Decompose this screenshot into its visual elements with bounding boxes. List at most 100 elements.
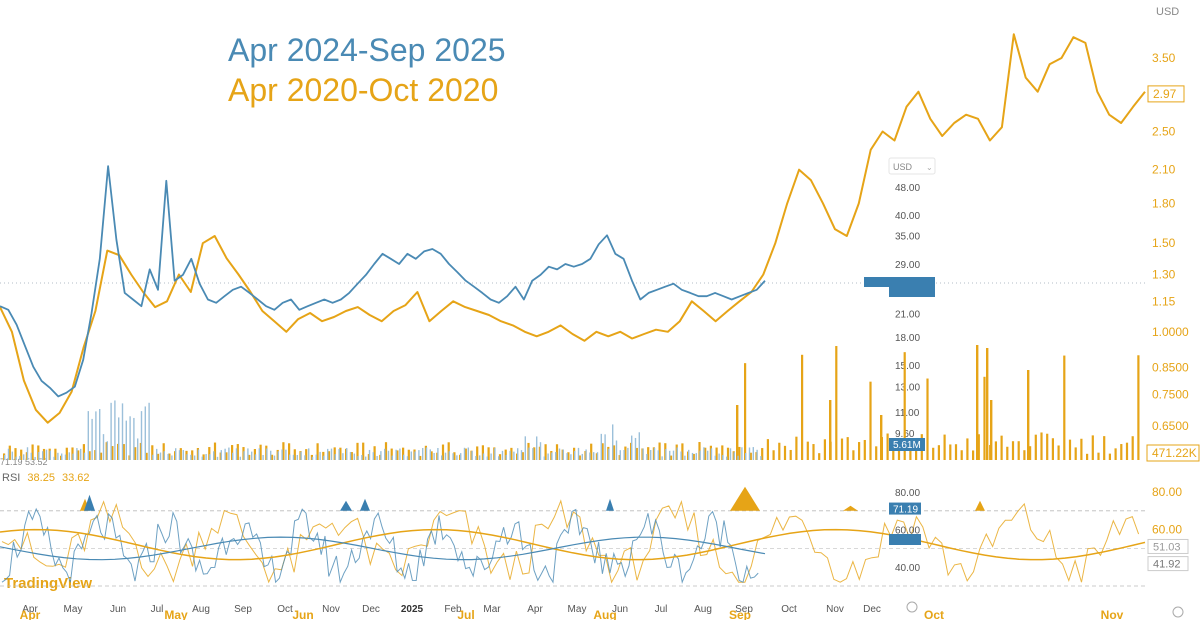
volume-bar-blue — [205, 453, 207, 460]
last-price-label: 2.97 — [1153, 87, 1177, 101]
volume-bar-orange — [533, 447, 536, 460]
volume-bar-blue — [509, 450, 511, 460]
volume-bar-blue — [490, 453, 492, 460]
volume-bar-orange — [134, 447, 137, 460]
volume-bar-orange — [476, 446, 479, 460]
volume-bar-blue — [76, 448, 78, 460]
volume-bar-blue — [403, 454, 405, 460]
volume-bar-orange — [316, 443, 319, 460]
volume-bar-blue — [285, 449, 287, 460]
volume-bar-orange — [99, 452, 103, 460]
volume-bar-blue — [296, 454, 298, 460]
volume-bar-orange — [82, 444, 85, 460]
right-axis-tick-5: 1.30 — [1152, 267, 1176, 281]
rsi-ma-orange — [0, 528, 1146, 561]
volume-bar-blue — [665, 448, 667, 460]
volume-bar-blue — [574, 450, 576, 460]
inner-currency-box — [888, 157, 936, 175]
rsi-overbought-fill-6 — [843, 505, 858, 511]
rsi-right-value-0: 51.03 — [1153, 541, 1181, 553]
volume-bar-blue — [372, 452, 374, 460]
volume-bar-orange — [333, 447, 336, 460]
volume-bar-blue — [186, 454, 188, 460]
volume-bar-blue — [163, 451, 165, 460]
volume-bar-orange — [1125, 442, 1129, 460]
volume-bar-blue — [338, 449, 340, 460]
inner-axis-tick-7: 13.00 — [895, 383, 920, 394]
volume-bar-blue — [627, 447, 629, 460]
volume-bar-orange — [795, 436, 798, 460]
rsi-inner-value: 71.19 — [893, 505, 918, 516]
volume-bar-orange — [14, 448, 17, 460]
volume-bar-orange — [1080, 438, 1083, 460]
volume-bar-blue — [467, 447, 469, 460]
volume-bar-orange — [356, 442, 359, 460]
volume-bar-blue — [197, 449, 200, 460]
volume-bar-blue — [471, 451, 473, 460]
volume-bar-orange — [783, 445, 787, 460]
volume-bar-blue — [376, 455, 378, 460]
volume-bar-orange — [761, 448, 764, 460]
volume-bar-blue — [433, 453, 435, 460]
volume-bar-orange — [384, 442, 388, 460]
volume-bar-orange — [77, 450, 80, 460]
volume-bar-blue — [745, 453, 747, 460]
volume-bar-blue — [258, 448, 260, 460]
volume-bar-blue — [266, 448, 268, 460]
volume-bar-orange — [390, 448, 393, 460]
volume-bar-orange — [801, 354, 804, 460]
volume-bar-blue — [110, 402, 112, 460]
volume-bar-blue — [756, 449, 758, 460]
volume-bar-blue — [460, 453, 462, 460]
volume-spike-orange-2 — [1027, 370, 1030, 460]
volume-bar-orange — [1017, 441, 1020, 460]
volume-bar-blue — [72, 453, 74, 460]
inner-axis-tick-2: 35.00 — [895, 231, 920, 242]
volume-bar-blue — [129, 416, 131, 460]
volume-bar-blue — [53, 456, 55, 460]
right-axis-tick-0: 3.50 — [1152, 51, 1176, 65]
volume-bar-orange — [282, 442, 285, 460]
volume-bar-blue — [323, 455, 325, 460]
volume-bar-orange — [590, 443, 593, 460]
volume-bar-orange — [835, 346, 838, 460]
volume-bar-blue — [281, 449, 283, 460]
volume-bar-blue — [220, 450, 222, 460]
volume-bar-blue — [672, 450, 675, 460]
volume-bar-blue — [61, 453, 63, 460]
volume-bar-blue — [178, 450, 181, 460]
x-label-orange-6: Oct — [924, 608, 944, 620]
x-label-blue-11: Mar — [483, 604, 501, 615]
volume-bar-blue — [482, 453, 485, 460]
volume-bar-blue — [714, 455, 716, 460]
volume-bar-orange — [1097, 452, 1100, 460]
right-volume-label: 471.22K — [1152, 446, 1197, 460]
volume-bar-blue — [232, 452, 234, 460]
volume-bar-blue — [239, 456, 241, 460]
volume-bar-orange — [960, 450, 963, 460]
right-axis-tick-2: 2.10 — [1152, 163, 1176, 177]
volume-bar-orange — [213, 442, 217, 460]
inner-axis-tick-5: 18.00 — [895, 333, 920, 344]
volume-bar-orange — [726, 447, 730, 460]
volume-bar-blue — [691, 452, 694, 460]
volume-bar-orange — [441, 444, 445, 460]
volume-bar-orange — [601, 443, 604, 460]
volume-bar-blue — [209, 454, 211, 460]
volume-bar-blue — [638, 432, 640, 460]
volume-bar-orange — [1086, 453, 1089, 460]
volume-bar-orange — [1006, 446, 1009, 460]
right-axis-tick-4: 1.50 — [1152, 236, 1176, 250]
volume-bar-orange — [578, 455, 581, 460]
volume-bar-blue — [608, 448, 610, 460]
volume-bar-blue — [555, 452, 557, 460]
right-axis-tick-7: 1.0000 — [1152, 325, 1189, 339]
volume-bar-blue — [148, 402, 150, 460]
volume-bar-blue — [194, 455, 196, 460]
volume-bar-orange — [88, 451, 91, 460]
rsi-overbought-fill-4 — [606, 498, 614, 511]
volume-bar-blue — [235, 448, 238, 460]
volume-bar-blue — [722, 455, 724, 460]
volume-bar-blue — [532, 448, 534, 460]
